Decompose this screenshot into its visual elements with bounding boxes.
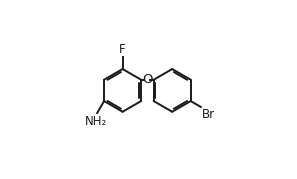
Text: O: O	[142, 73, 153, 86]
Text: Br: Br	[202, 108, 215, 121]
Text: F: F	[119, 43, 126, 55]
Text: NH₂: NH₂	[85, 115, 108, 129]
